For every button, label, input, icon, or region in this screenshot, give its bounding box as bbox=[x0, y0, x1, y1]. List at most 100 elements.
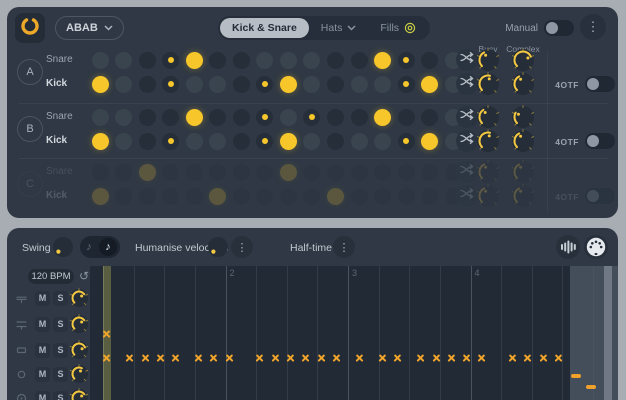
step-5-big[interactable] bbox=[185, 108, 203, 126]
step-12-off[interactable] bbox=[350, 51, 368, 69]
note-x-marker[interactable] bbox=[171, 354, 180, 363]
step-1-big[interactable] bbox=[91, 132, 109, 150]
mute-button[interactable]: M bbox=[35, 390, 50, 400]
step-2-off[interactable] bbox=[115, 163, 133, 181]
midi-output-button[interactable] bbox=[584, 235, 608, 259]
complex-knob[interactable] bbox=[511, 48, 535, 72]
step-13-dim[interactable] bbox=[374, 132, 392, 150]
step-5-dim[interactable] bbox=[185, 75, 203, 93]
step-15-off[interactable] bbox=[421, 163, 439, 181]
note-x-marker[interactable] bbox=[447, 354, 456, 363]
step-6-big[interactable] bbox=[209, 187, 227, 205]
waveform-output-button[interactable] bbox=[556, 235, 580, 259]
swing-note-value-toggle[interactable]: ♪ ♪ bbox=[80, 236, 120, 258]
step-13-big[interactable] bbox=[374, 108, 392, 126]
step-9-big[interactable] bbox=[279, 132, 297, 150]
step-6-dim[interactable] bbox=[209, 132, 227, 150]
otf-toggle[interactable] bbox=[585, 133, 615, 149]
track-level-knob[interactable] bbox=[69, 314, 89, 334]
step-15-off[interactable] bbox=[421, 187, 439, 205]
mute-button[interactable]: M bbox=[35, 342, 50, 358]
complex-knob[interactable] bbox=[511, 129, 535, 153]
halftime-menu-button[interactable]: ⋮ bbox=[333, 236, 355, 258]
step-3-off[interactable] bbox=[138, 187, 156, 205]
track-level-knob[interactable] bbox=[69, 388, 89, 400]
step-8-off[interactable] bbox=[256, 163, 274, 181]
track-level-knob[interactable] bbox=[69, 364, 89, 384]
note-x-marker[interactable] bbox=[393, 354, 402, 363]
step-15-big[interactable] bbox=[421, 75, 439, 93]
step-6-off[interactable] bbox=[209, 51, 227, 69]
solo-button[interactable]: S bbox=[53, 290, 68, 306]
step-11-off[interactable] bbox=[327, 51, 344, 69]
step-11-off[interactable] bbox=[327, 163, 344, 181]
step-2-off[interactable] bbox=[115, 187, 133, 205]
note-x-marker[interactable] bbox=[102, 330, 111, 339]
manual-toggle[interactable] bbox=[544, 20, 574, 36]
tab-hats[interactable]: Hats bbox=[309, 18, 369, 38]
step-14-small[interactable] bbox=[397, 75, 415, 93]
step-8-small[interactable] bbox=[256, 108, 274, 126]
step-6-off[interactable] bbox=[209, 163, 227, 181]
shuffle-button[interactable] bbox=[456, 161, 478, 183]
humanise-menu-button[interactable]: ⋮ bbox=[231, 236, 253, 258]
note-dash[interactable] bbox=[571, 374, 582, 378]
complex-knob[interactable] bbox=[511, 72, 535, 96]
step-1-off[interactable] bbox=[91, 163, 109, 181]
step-4-small[interactable] bbox=[162, 75, 180, 93]
mute-button[interactable]: M bbox=[35, 290, 50, 306]
step-3-off[interactable] bbox=[138, 51, 156, 69]
step-9-dim[interactable] bbox=[279, 51, 297, 69]
step-1-big[interactable] bbox=[91, 75, 109, 93]
step-16-off[interactable] bbox=[444, 187, 462, 205]
busy-knob[interactable] bbox=[476, 48, 500, 72]
section-label-a[interactable]: A bbox=[17, 59, 43, 85]
reset-icon[interactable]: ↺ bbox=[78, 269, 90, 283]
step-9-off[interactable] bbox=[279, 187, 297, 205]
step-7-off[interactable] bbox=[232, 108, 250, 126]
note-dash[interactable] bbox=[586, 385, 597, 389]
step-8-small[interactable] bbox=[256, 75, 274, 93]
note-x-marker[interactable] bbox=[378, 354, 387, 363]
straight-note-icon[interactable]: ♪ bbox=[86, 241, 92, 253]
step-12-dim[interactable] bbox=[350, 132, 368, 150]
step-2-dim[interactable] bbox=[115, 132, 133, 150]
note-x-marker[interactable] bbox=[209, 354, 218, 363]
step-3-big[interactable] bbox=[138, 163, 156, 181]
note-grid[interactable]: 2 3 4 bbox=[90, 266, 618, 400]
step-3-off[interactable] bbox=[138, 108, 156, 126]
note-x-marker[interactable] bbox=[194, 354, 203, 363]
note-x-marker[interactable] bbox=[286, 354, 295, 363]
note-x-marker[interactable] bbox=[523, 354, 532, 363]
shuffle-button[interactable] bbox=[456, 106, 478, 128]
swung-note-icon[interactable]: ♪ bbox=[99, 238, 117, 256]
step-8-small[interactable] bbox=[256, 132, 274, 150]
note-x-marker[interactable] bbox=[332, 354, 341, 363]
step-11-off[interactable] bbox=[327, 108, 344, 126]
step-5-off[interactable] bbox=[185, 163, 203, 181]
note-x-marker[interactable] bbox=[225, 354, 234, 363]
tab-fills[interactable]: Fills bbox=[368, 18, 428, 38]
shuffle-button[interactable] bbox=[456, 185, 478, 207]
step-11-big[interactable] bbox=[327, 187, 344, 205]
complex-knob[interactable] bbox=[511, 160, 535, 184]
step-8-dim[interactable] bbox=[256, 51, 274, 69]
step-5-dim[interactable] bbox=[185, 132, 203, 150]
step-9-big[interactable] bbox=[279, 163, 297, 181]
shuffle-button[interactable] bbox=[456, 49, 478, 71]
step-14-small[interactable] bbox=[397, 51, 415, 69]
step-13-big[interactable] bbox=[374, 51, 392, 69]
step-7-off[interactable] bbox=[232, 163, 250, 181]
step-15-off[interactable] bbox=[421, 51, 439, 69]
note-x-marker[interactable] bbox=[255, 354, 264, 363]
busy-knob[interactable] bbox=[476, 129, 500, 153]
step-16-off[interactable] bbox=[444, 163, 462, 181]
step-5-off[interactable] bbox=[185, 187, 203, 205]
note-x-marker[interactable] bbox=[432, 354, 441, 363]
step-14-off[interactable] bbox=[397, 108, 415, 126]
overflow-menu-button[interactable]: ⋮ bbox=[580, 14, 606, 40]
step-6-dim[interactable] bbox=[209, 75, 227, 93]
step-11-off[interactable] bbox=[327, 75, 344, 93]
shuffle-button[interactable] bbox=[456, 130, 478, 152]
busy-knob[interactable] bbox=[476, 72, 500, 96]
